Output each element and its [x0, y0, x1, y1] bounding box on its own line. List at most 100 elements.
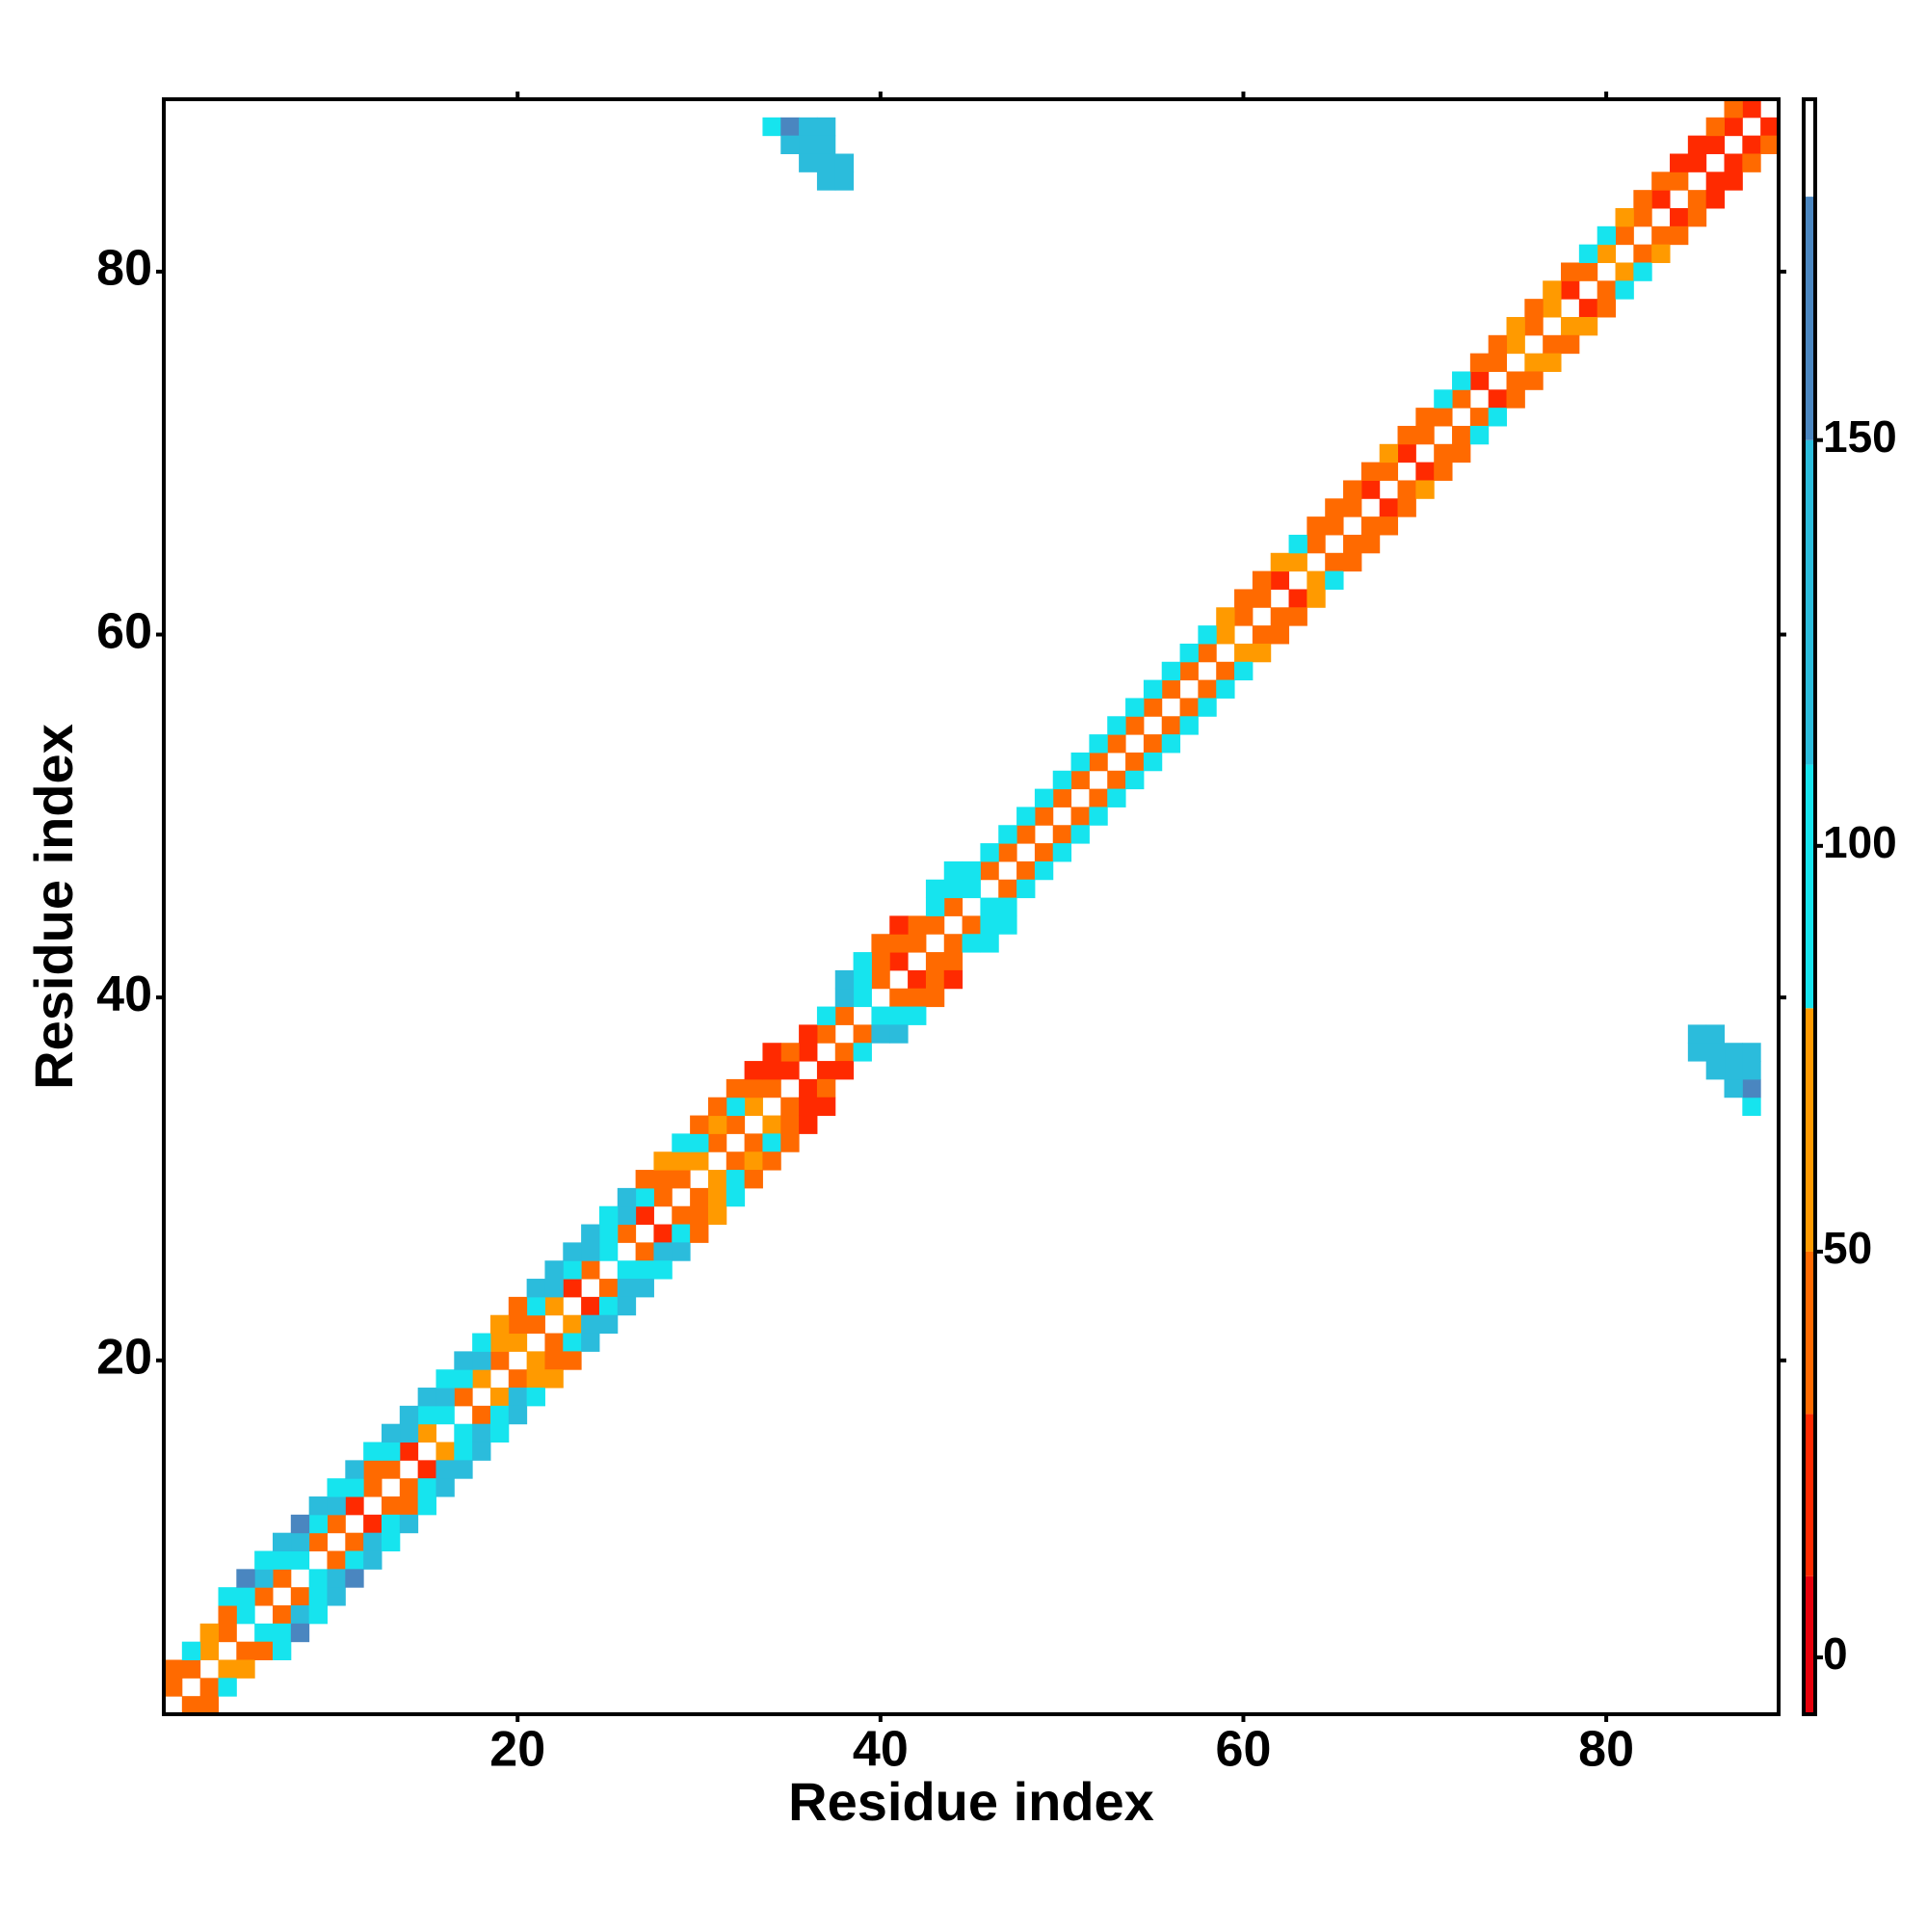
heatmap-cell [1288, 589, 1307, 608]
heatmap-cell [834, 1006, 855, 1025]
heatmap-cell [943, 879, 964, 899]
heatmap-cell [1034, 860, 1054, 881]
heatmap-cell [707, 1133, 727, 1152]
heatmap-cell [1270, 607, 1290, 626]
heatmap-cell [472, 1442, 491, 1461]
heatmap-cell [417, 1478, 436, 1497]
heatmap-cell [1288, 534, 1307, 554]
heatmap-cell [744, 1151, 763, 1171]
heatmap-cell [1469, 425, 1490, 445]
y-tick-label: 20 [96, 1330, 152, 1386]
heatmap-cell [1705, 117, 1726, 137]
heatmap-cell [1506, 371, 1525, 390]
heatmap-cell [780, 135, 800, 154]
heatmap-cell [726, 1151, 746, 1171]
heatmap-cell [345, 1478, 364, 1497]
heatmap-cell [799, 1115, 818, 1134]
heatmap-cell [980, 897, 999, 916]
heatmap-cell [1615, 225, 1634, 246]
heatmap-cell [1179, 643, 1199, 663]
heatmap-cell [962, 860, 981, 881]
heatmap-cell [489, 1388, 510, 1407]
heatmap-cell [1705, 1043, 1726, 1062]
heatmap-cell [726, 1097, 746, 1117]
heatmap-cell [799, 135, 818, 154]
colorbar-frame [1802, 97, 1817, 1716]
heatmap-cell [254, 1569, 274, 1588]
heatmap-cell [1742, 135, 1761, 154]
heatmap-cell [1070, 770, 1090, 790]
heatmap-cell [1252, 570, 1272, 590]
heatmap-cell [1578, 316, 1598, 336]
heatmap-cell [908, 915, 927, 935]
heatmap-cell [272, 1641, 292, 1661]
heatmap-cell [653, 1260, 673, 1280]
heatmap-cell [834, 1061, 855, 1080]
heatmap-cell [1397, 443, 1416, 463]
heatmap-cell [780, 1133, 800, 1152]
heatmap-cell [1543, 353, 1562, 372]
heatmap-cell [1561, 280, 1580, 300]
x-tick-label: 80 [1578, 1722, 1634, 1778]
heatmap-cell [218, 1587, 237, 1606]
heatmap-cell [1561, 334, 1580, 355]
heatmap-cell [925, 969, 945, 990]
heatmap-cell [1742, 153, 1761, 172]
heatmap-cell [598, 1224, 619, 1243]
heatmap-cell [308, 1532, 328, 1552]
heatmap-cell [164, 1678, 183, 1697]
heatmap-cell [889, 1024, 909, 1044]
heatmap-cell [1397, 498, 1416, 517]
heatmap-cell [707, 1170, 727, 1189]
heatmap-cell [1270, 570, 1290, 590]
heatmap-cell [508, 1405, 528, 1425]
heatmap-cell [998, 825, 1017, 844]
heatmap-cell [1651, 244, 1671, 263]
heatmap-cell [799, 117, 818, 137]
heatmap-cell [834, 1043, 855, 1062]
heatmap-cell [1705, 135, 1726, 154]
heatmap-cell [272, 1550, 292, 1570]
heatmap-cell [526, 1388, 545, 1407]
heatmap-cell [834, 153, 855, 172]
heatmap-cell [327, 1514, 346, 1534]
heatmap-cell [1469, 408, 1490, 427]
heatmap-cell [1742, 99, 1761, 119]
heatmap-cell [1034, 843, 1054, 862]
heatmap-cell [925, 879, 945, 899]
heatmap-cell [199, 1696, 219, 1715]
heatmap-cell [598, 1242, 619, 1261]
heatmap-cell [563, 1242, 582, 1261]
heatmap-cell [381, 1423, 401, 1443]
heatmap-cell [1216, 625, 1235, 645]
heatmap-cell [1325, 498, 1344, 517]
heatmap-cell [1415, 408, 1435, 427]
heatmap-cell [943, 969, 964, 990]
heatmap-cell [1633, 190, 1652, 209]
heatmap-cell [1469, 353, 1490, 372]
heatmap-cell [1670, 225, 1689, 246]
heatmap-cell [672, 1133, 691, 1152]
heatmap-cell [199, 1678, 219, 1697]
heatmap-cell [1633, 262, 1652, 281]
heatmap-cell [399, 1478, 419, 1497]
heatmap-cell [181, 1696, 201, 1715]
heatmap-cell [1216, 661, 1235, 681]
heatmap-cell [1488, 353, 1508, 372]
heatmap-cell [980, 860, 999, 881]
heatmap-cell [1415, 425, 1435, 445]
heatmap-cell [1633, 244, 1652, 263]
heatmap-cell [327, 1550, 346, 1570]
heatmap-cell [726, 1187, 746, 1207]
heatmap-cell [1234, 607, 1254, 626]
heatmap-cell [816, 1006, 836, 1025]
heatmap-cell [762, 1043, 781, 1062]
heatmap-cell [1089, 752, 1108, 772]
heatmap-cell [672, 1170, 691, 1189]
heatmap-cell [1070, 752, 1090, 772]
heatmap-cell [1016, 879, 1036, 899]
heatmap-cell [236, 1605, 255, 1625]
heatmap-cell [218, 1623, 237, 1643]
heatmap-cell [272, 1569, 292, 1588]
heatmap-cell [1670, 153, 1689, 172]
